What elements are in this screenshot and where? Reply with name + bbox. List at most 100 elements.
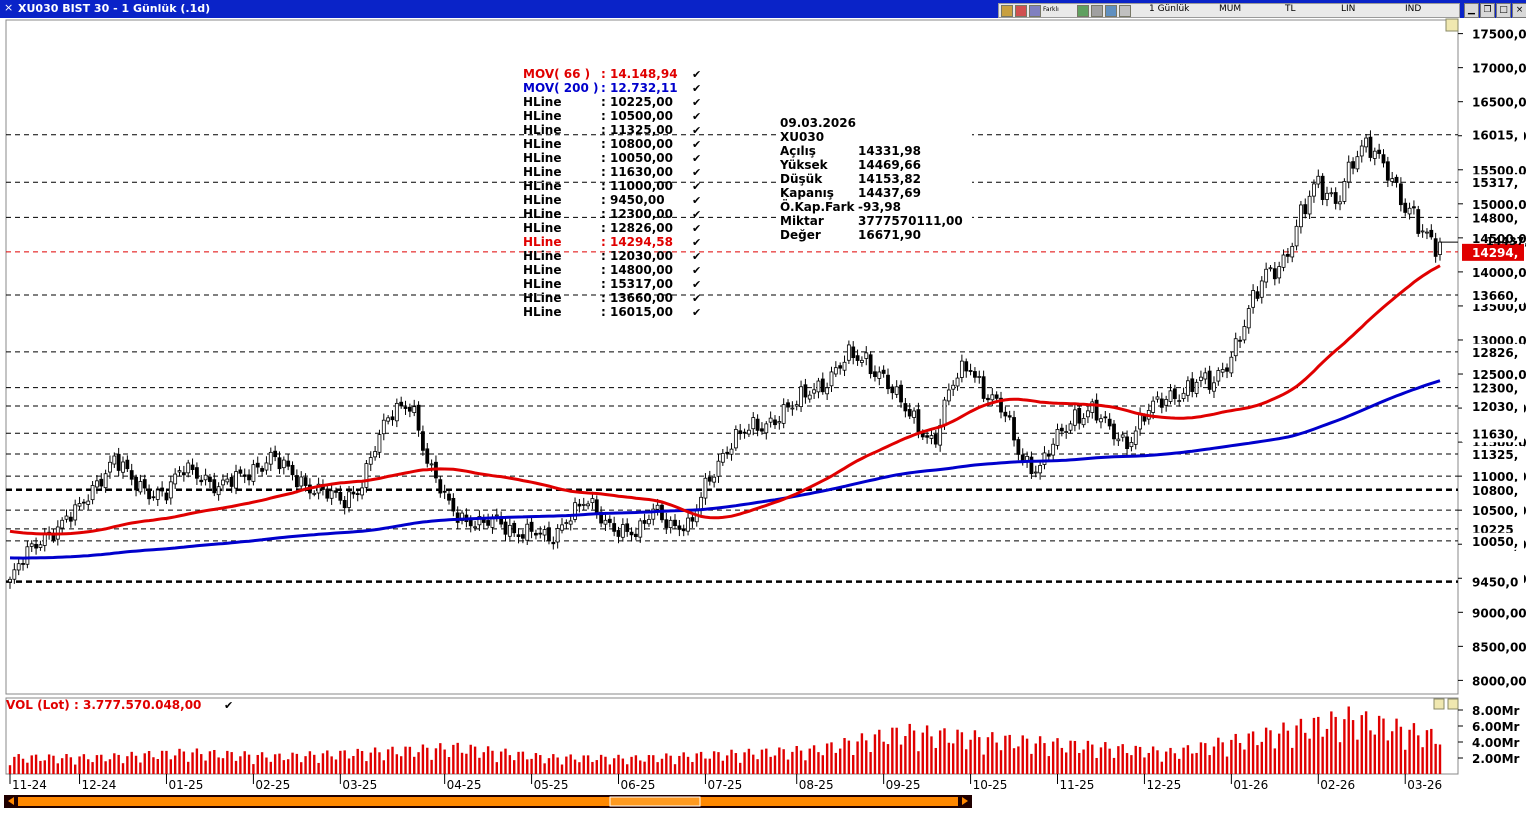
volume-bar bbox=[1247, 733, 1250, 774]
volume-bar bbox=[565, 756, 568, 774]
volume-bar bbox=[478, 757, 481, 774]
close-icon[interactable]: × bbox=[4, 1, 14, 14]
candle-body bbox=[868, 354, 873, 375]
candle-body bbox=[538, 532, 543, 535]
candle-body bbox=[386, 417, 391, 422]
indicator-icon[interactable] bbox=[1029, 5, 1041, 17]
legend-check-icon: ✔ bbox=[692, 110, 701, 123]
chart-type-button[interactable]: MUM bbox=[1219, 4, 1242, 14]
info-label: Açılış bbox=[780, 144, 816, 158]
candle-body bbox=[594, 499, 599, 514]
compare-icon[interactable] bbox=[1015, 5, 1027, 17]
currency-button[interactable]: TL bbox=[1285, 4, 1296, 14]
tools-icon[interactable] bbox=[1119, 5, 1131, 17]
candle-body bbox=[273, 450, 278, 458]
restore-icon[interactable]: ❐ bbox=[1480, 3, 1495, 18]
candle-body bbox=[1046, 453, 1051, 457]
info-label: Yüksek bbox=[779, 158, 829, 172]
candle-body bbox=[1172, 388, 1177, 399]
candle-body bbox=[1346, 161, 1351, 183]
scroll-right-icon[interactable] bbox=[962, 797, 968, 805]
maximize-icon[interactable]: □ bbox=[1496, 3, 1511, 18]
volume-bar bbox=[1351, 720, 1355, 774]
draw-icon[interactable] bbox=[1077, 5, 1089, 17]
scrollbar-thumb[interactable] bbox=[609, 796, 701, 807]
volume-bar bbox=[1251, 731, 1255, 774]
volume-bar bbox=[995, 742, 998, 774]
candle-body bbox=[638, 520, 643, 538]
volume-bar bbox=[104, 761, 107, 774]
scale-button[interactable]: LIN bbox=[1341, 4, 1356, 14]
volume-bar bbox=[626, 764, 629, 774]
volume-bar bbox=[221, 758, 225, 774]
candle-body bbox=[1107, 418, 1112, 427]
volume-bar bbox=[313, 754, 316, 774]
volume-bar bbox=[678, 755, 681, 774]
volume-close-icon[interactable] bbox=[1447, 698, 1459, 710]
candle-body bbox=[190, 464, 195, 470]
volume-bar bbox=[999, 750, 1003, 774]
candle-body bbox=[1151, 400, 1156, 413]
window-close-icon[interactable]: × bbox=[1512, 3, 1526, 18]
pen-icon[interactable] bbox=[1105, 5, 1117, 17]
legend-check-icon: ✔ bbox=[692, 96, 701, 109]
volume-bar bbox=[569, 754, 572, 774]
candle-body bbox=[642, 520, 647, 524]
candle-body bbox=[607, 518, 612, 523]
candle-body bbox=[733, 429, 738, 449]
candle-body bbox=[108, 461, 112, 473]
candle-body bbox=[1329, 192, 1334, 195]
volume-bar bbox=[1112, 757, 1116, 774]
volume-bar bbox=[1256, 745, 1259, 774]
volume-bar bbox=[456, 742, 459, 774]
candle-body bbox=[38, 544, 43, 548]
scroll-left-icon[interactable] bbox=[8, 797, 14, 805]
volume-bar bbox=[378, 752, 381, 774]
candle-body bbox=[203, 474, 208, 481]
candle-body bbox=[425, 448, 430, 464]
settings-icon[interactable] bbox=[1001, 5, 1013, 17]
candle-body bbox=[1403, 202, 1408, 213]
volume-bar bbox=[1147, 752, 1150, 774]
volume-bar bbox=[413, 756, 416, 774]
panel-toggle-icon[interactable] bbox=[1445, 18, 1459, 32]
volume-bar bbox=[560, 764, 564, 774]
volume-bar bbox=[1056, 738, 1059, 774]
legend-check-icon: ✔ bbox=[692, 222, 701, 235]
candle-body bbox=[486, 520, 491, 526]
candle-body bbox=[1333, 192, 1338, 204]
candle-body bbox=[1372, 150, 1377, 159]
hline-price-label: 14800, bbox=[1472, 211, 1518, 225]
volume-bar bbox=[139, 762, 142, 774]
candle-body bbox=[1016, 439, 1021, 455]
volume-bar bbox=[1160, 761, 1164, 774]
price-chart[interactable]: 17500,0017000,0016500,0016000,0015500,00… bbox=[0, 18, 1526, 813]
volume-bar bbox=[343, 750, 346, 774]
volume-bar bbox=[1195, 752, 1198, 774]
volume-bar bbox=[1099, 747, 1103, 774]
volume-bar bbox=[465, 753, 468, 774]
volume-value: : 3.777.570.048,00 bbox=[74, 698, 201, 712]
candle-body bbox=[355, 493, 360, 495]
volume-bar bbox=[56, 763, 60, 774]
volume-bar bbox=[517, 751, 520, 774]
volume-bar bbox=[930, 736, 933, 774]
volume-bar bbox=[152, 757, 155, 774]
zoom-icon[interactable] bbox=[1091, 5, 1103, 17]
volume-bar bbox=[1264, 727, 1268, 774]
hline-label-bg bbox=[1462, 174, 1524, 192]
hline-label-bg bbox=[1462, 502, 1524, 520]
volume-bar bbox=[986, 737, 990, 774]
toolbar-subtitle: Farklı bbox=[1043, 6, 1059, 13]
volume-bar bbox=[630, 756, 633, 774]
volume-bar bbox=[1430, 728, 1433, 774]
minimize-icon[interactable]: ▁ bbox=[1464, 3, 1479, 18]
indicators-button[interactable]: IND bbox=[1405, 4, 1422, 14]
volume-bar bbox=[852, 755, 855, 774]
volume-bar bbox=[256, 754, 259, 774]
volume-bar bbox=[1360, 715, 1363, 774]
candle-body bbox=[738, 430, 743, 434]
volume-toggle-icon[interactable] bbox=[1433, 698, 1445, 710]
period-button[interactable]: 1 Günlük bbox=[1149, 4, 1190, 14]
volume-bar bbox=[100, 754, 103, 774]
